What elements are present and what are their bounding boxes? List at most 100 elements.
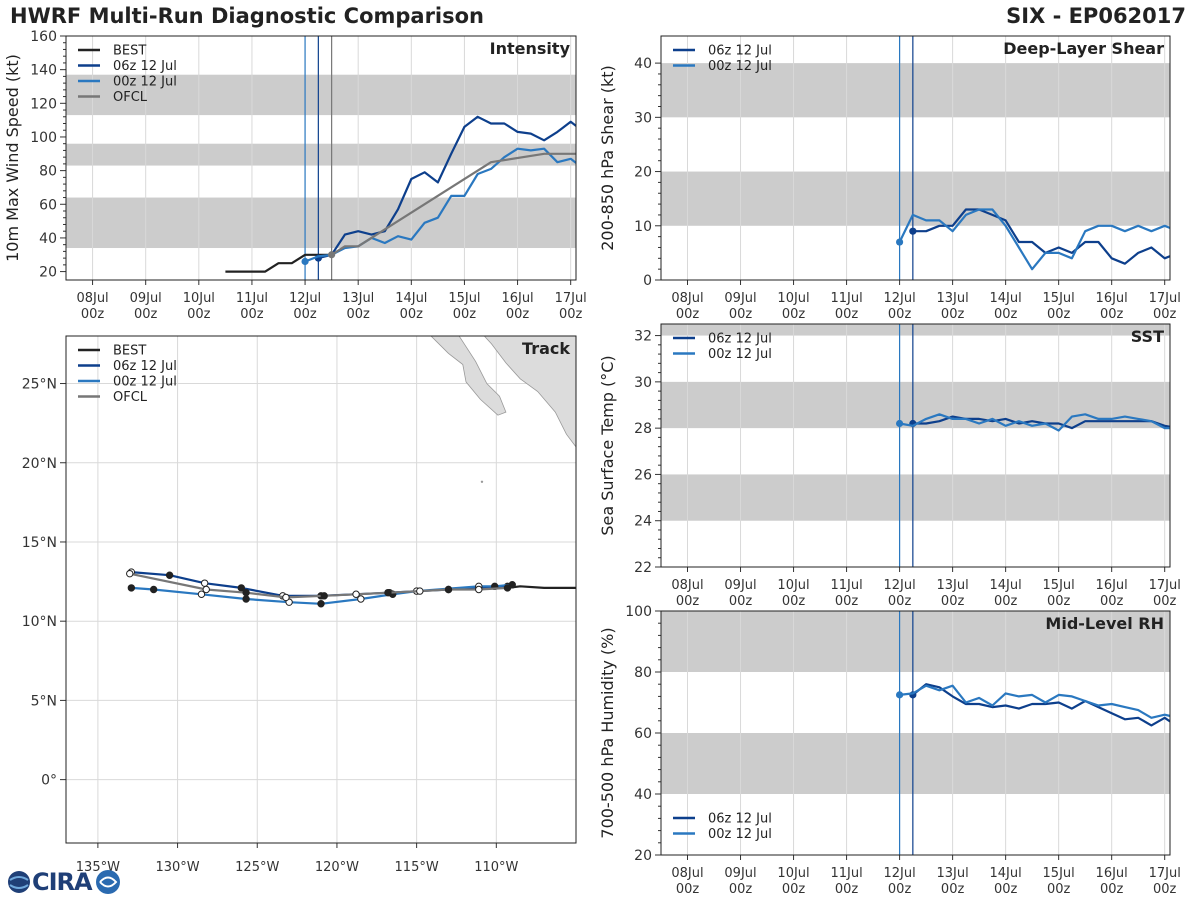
plot-frame <box>660 610 1171 856</box>
x-tick-label: 110°W <box>474 860 518 875</box>
y-tick-label: 20 <box>634 848 652 864</box>
series-start-marker <box>895 419 904 428</box>
plot-frame <box>65 335 577 844</box>
track-point <box>127 584 136 592</box>
logo-text: CIRA <box>32 868 93 896</box>
x-tick-label-hour: 00z <box>453 307 477 322</box>
shaded-band <box>66 74 576 116</box>
track-point <box>282 593 290 602</box>
series-layer <box>126 568 576 608</box>
shaded-band <box>66 197 576 249</box>
legend-label: 00z 12 Jul <box>113 375 177 390</box>
figure-title: HWRF Multi-Run Diagnostic Comparison <box>10 4 485 28</box>
x-tick-label-date: 10Jul <box>183 291 215 306</box>
shaded-band <box>661 474 1170 521</box>
x-tick-label-hour: 00z <box>888 307 912 322</box>
x-tick-label-date: 09Jul <box>724 291 756 306</box>
x-tick-label-date: 16Jul <box>1096 578 1128 593</box>
x-tick-label-date: 12Jul <box>883 578 915 593</box>
track-point <box>242 595 250 603</box>
x-tick-label-hour: 00z <box>347 307 371 322</box>
legend-label: 00z 12 Jul <box>708 59 772 74</box>
y-tick-label: 100 <box>625 604 652 620</box>
series-line-00z-12-jul <box>898 208 1170 271</box>
x-tick-label: 130°W <box>155 860 199 875</box>
track-point <box>503 584 512 592</box>
x-tick-label-date: 15Jul <box>448 291 480 306</box>
x-tick-label-date: 17Jul <box>1149 291 1181 306</box>
x-tick-label-hour: 00z <box>994 307 1018 322</box>
y-tick-label: 140 <box>30 63 57 79</box>
x-tick-label-date: 16Jul <box>1096 291 1128 306</box>
x-tick-label-date: 13Jul <box>936 291 968 306</box>
shear-panel: 08Jul00z09Jul00z10Jul00z11Jul00z12Jul00z… <box>598 35 1181 322</box>
y-tick-label: 60 <box>39 197 57 213</box>
shaded-band <box>661 324 1170 336</box>
x-tick-label-hour: 00z <box>293 307 317 322</box>
series-line-06z-12-jul <box>318 115 576 260</box>
series-line-06z-12-jul <box>912 683 1170 727</box>
track-panel: 135°W 130°W 125°W 120°W 115°W 110°W0°5°N10°N1… <box>22 335 577 875</box>
x-tick-label-hour: 00z <box>729 882 753 897</box>
x-tick-label-date: 12Jul <box>289 291 321 306</box>
y-tick-label: 10°N <box>22 614 57 630</box>
intensity-panel: 08Jul00z09Jul00z10Jul00z11Jul00z12Jul00z… <box>3 29 587 322</box>
x-tick-label-date: 08Jul <box>76 291 108 306</box>
series-layer <box>225 115 576 273</box>
track-point <box>384 588 392 597</box>
track-point <box>352 590 360 598</box>
shaded-band <box>661 733 1170 794</box>
track-point <box>357 595 365 603</box>
x-tick-label-hour: 00z <box>1047 307 1071 322</box>
legend-label: 06z 12 Jul <box>708 812 772 827</box>
panel-title: Mid-Level RH <box>1045 614 1164 633</box>
globe-icon <box>8 871 30 893</box>
x-tick-label-date: 15Jul <box>1043 291 1075 306</box>
legend-label: 00z 12 Jul <box>113 75 177 90</box>
y-tick-label: 160 <box>30 29 57 45</box>
x-tick-label: 120°W <box>315 860 359 875</box>
y-tick-label: 28 <box>634 421 652 437</box>
series-line-best <box>225 253 332 273</box>
y-tick-label: 20°N <box>22 456 57 472</box>
x-tick-label-hour: 00z <box>676 594 700 609</box>
x-tick-label-date: 08Jul <box>671 578 703 593</box>
x-tick-label-hour: 00z <box>240 307 264 322</box>
x-tick-label-hour: 00z <box>1153 882 1177 897</box>
series-layer <box>895 208 1170 271</box>
x-tick-label-date: 16Jul <box>1096 866 1128 881</box>
x-tick-label-hour: 00z <box>676 307 700 322</box>
panel-title: SST <box>1131 327 1164 346</box>
land-layer <box>430 336 576 483</box>
x-tick-label-date: 11Jul <box>830 291 862 306</box>
x-tick-label-date: 10Jul <box>777 291 809 306</box>
y-axis-label: 200-850 hPa Shear (kt) <box>598 65 617 251</box>
cyclone-icon <box>95 870 120 894</box>
legend-label: OFCL <box>113 90 148 105</box>
y-tick-label: 40 <box>39 231 57 247</box>
legend-label: 00z 12 Jul <box>708 347 772 362</box>
y-tick-label: 22 <box>634 560 652 576</box>
x-tick-label-date: 13Jul <box>936 866 968 881</box>
x-tick-label-hour: 00z <box>1047 882 1071 897</box>
x-tick-label-date: 09Jul <box>724 578 756 593</box>
x-tick-label-hour: 00z <box>134 307 158 322</box>
track-point <box>149 585 158 594</box>
y-tick-label: 24 <box>634 514 652 530</box>
x-tick-label-hour: 00z <box>941 882 965 897</box>
legend-label: BEST <box>113 44 146 59</box>
x-tick-label: 125°W <box>235 860 279 875</box>
track-point <box>200 579 209 587</box>
legend-label: 00z 12 Jul <box>708 827 772 842</box>
x-tick-label-hour: 00z <box>187 307 211 322</box>
plot-frame <box>660 323 1171 568</box>
x-tick-label-hour: 00z <box>1153 594 1177 609</box>
x-tick-label-hour: 00z <box>994 594 1018 609</box>
track-point <box>165 571 174 579</box>
series-line-00z-12-jul <box>899 684 1170 719</box>
track-point <box>202 585 210 594</box>
legend-label: 06z 12 Jul <box>708 332 772 347</box>
x-tick-label-hour: 00z <box>782 594 806 609</box>
plot-frame <box>65 35 577 281</box>
